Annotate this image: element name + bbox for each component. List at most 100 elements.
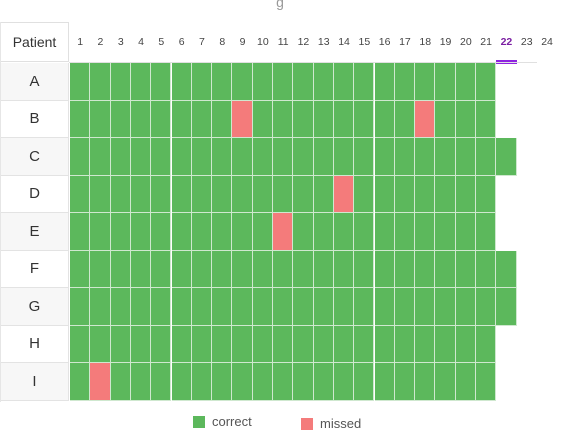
day-label-2[interactable]: 2 xyxy=(97,36,104,48)
cell-e-day-14-correct[interactable] xyxy=(333,213,355,251)
cell-b-day-9-missed[interactable] xyxy=(232,100,253,138)
cell-i-day-3-correct[interactable] xyxy=(110,363,131,401)
day-label-14[interactable]: 14 xyxy=(338,36,350,48)
cell-g-day-9-correct[interactable] xyxy=(232,288,253,326)
cell-g-day-18-correct[interactable] xyxy=(415,288,436,326)
cell-i-day-6-correct[interactable] xyxy=(171,363,192,401)
cell-d-day-5-correct[interactable] xyxy=(151,175,172,213)
cell-g-day-6-correct[interactable] xyxy=(171,288,192,326)
cell-d-day-13-correct[interactable] xyxy=(313,175,334,213)
cell-a-day-10-correct[interactable] xyxy=(252,63,273,101)
cell-a-day-17-correct[interactable] xyxy=(394,63,416,101)
cell-e-day-6-correct[interactable] xyxy=(171,213,192,251)
cell-h-day-16-correct[interactable] xyxy=(374,325,395,363)
cell-h-day-14-correct[interactable] xyxy=(333,325,355,363)
cell-h-day-7-correct[interactable] xyxy=(191,325,213,363)
cell-a-day-3-correct[interactable] xyxy=(110,63,131,101)
cell-f-day-12-correct[interactable] xyxy=(293,250,314,288)
cell-c-day-3-correct[interactable] xyxy=(110,138,131,176)
cell-d-day-17-correct[interactable] xyxy=(394,175,416,213)
cell-f-day-20-correct[interactable] xyxy=(455,250,476,288)
cell-h-day-3-correct[interactable] xyxy=(110,325,131,363)
cell-h-day-13-correct[interactable] xyxy=(313,325,334,363)
cell-d-day-2-correct[interactable] xyxy=(90,175,111,213)
day-label-6[interactable]: 6 xyxy=(178,36,185,48)
cell-f-day-21-correct[interactable] xyxy=(476,250,497,288)
cell-a-day-5-correct[interactable] xyxy=(151,63,172,101)
cell-c-day-14-correct[interactable] xyxy=(333,138,355,176)
cell-d-day-20-correct[interactable] xyxy=(455,175,476,213)
cell-f-day-22-correct[interactable] xyxy=(496,250,517,288)
cell-g-day-13-correct[interactable] xyxy=(313,288,334,326)
cell-g-day-16-correct[interactable] xyxy=(374,288,395,326)
cell-a-day-15-correct[interactable] xyxy=(354,63,375,101)
cell-e-day-18-correct[interactable] xyxy=(415,213,436,251)
cell-h-day-10-correct[interactable] xyxy=(252,325,273,363)
cell-f-day-10-correct[interactable] xyxy=(252,250,273,288)
cell-e-day-12-correct[interactable] xyxy=(293,213,314,251)
cell-g-day-19-correct[interactable] xyxy=(435,288,456,326)
cell-f-day-18-correct[interactable] xyxy=(415,250,436,288)
cell-i-day-2-missed[interactable] xyxy=(90,363,111,401)
cell-h-day-15-correct[interactable] xyxy=(354,325,375,363)
cell-d-day-16-correct[interactable] xyxy=(374,175,395,213)
cell-i-day-4-correct[interactable] xyxy=(130,363,152,401)
cell-g-day-22-correct[interactable] xyxy=(496,288,517,326)
cell-c-day-17-correct[interactable] xyxy=(394,138,416,176)
cell-i-day-8-correct[interactable] xyxy=(212,363,233,401)
cell-e-day-15-correct[interactable] xyxy=(354,213,375,251)
cell-a-day-12-correct[interactable] xyxy=(293,63,314,101)
day-label-10[interactable]: 10 xyxy=(256,36,269,48)
cell-h-day-1-correct[interactable] xyxy=(70,325,91,363)
cell-f-day-15-correct[interactable] xyxy=(354,250,375,288)
cell-b-day-3-correct[interactable] xyxy=(110,100,131,138)
cell-e-day-21-correct[interactable] xyxy=(476,213,497,251)
cell-i-day-15-correct[interactable] xyxy=(354,363,375,401)
cell-e-day-7-correct[interactable] xyxy=(191,213,213,251)
cell-e-day-3-correct[interactable] xyxy=(110,213,131,251)
cell-i-day-10-correct[interactable] xyxy=(252,363,273,401)
cell-c-day-4-correct[interactable] xyxy=(130,138,152,176)
cell-d-day-1-correct[interactable] xyxy=(70,175,91,213)
cell-h-day-5-correct[interactable] xyxy=(151,325,172,363)
cell-h-day-11-correct[interactable] xyxy=(273,325,294,363)
cell-h-day-20-correct[interactable] xyxy=(455,325,476,363)
cell-i-day-1-correct[interactable] xyxy=(70,363,91,401)
cell-b-day-12-correct[interactable] xyxy=(293,100,314,138)
cell-h-day-21-correct[interactable] xyxy=(476,325,497,363)
cell-c-day-13-correct[interactable] xyxy=(313,138,334,176)
cell-d-day-11-correct[interactable] xyxy=(273,175,294,213)
cell-c-day-7-correct[interactable] xyxy=(191,138,213,176)
cell-d-day-8-correct[interactable] xyxy=(212,175,233,213)
day-label-19[interactable]: 19 xyxy=(439,36,452,48)
cell-i-day-12-correct[interactable] xyxy=(293,363,314,401)
cell-b-day-18-missed[interactable] xyxy=(415,100,436,138)
cell-i-day-7-correct[interactable] xyxy=(191,363,213,401)
cell-e-day-16-correct[interactable] xyxy=(374,213,395,251)
cell-e-day-2-correct[interactable] xyxy=(90,213,111,251)
cell-b-day-10-correct[interactable] xyxy=(252,100,273,138)
cell-b-day-1-correct[interactable] xyxy=(70,100,91,138)
cell-i-day-14-correct[interactable] xyxy=(333,363,355,401)
cell-g-day-3-correct[interactable] xyxy=(110,288,131,326)
day-label-4[interactable]: 4 xyxy=(138,36,144,48)
cell-f-day-5-correct[interactable] xyxy=(151,250,172,288)
cell-c-day-15-correct[interactable] xyxy=(354,138,375,176)
cell-i-day-21-correct[interactable] xyxy=(476,363,497,401)
day-label-9[interactable]: 9 xyxy=(239,36,246,48)
cell-c-day-9-correct[interactable] xyxy=(232,138,253,176)
cell-b-day-17-correct[interactable] xyxy=(394,100,416,138)
cell-a-day-2-correct[interactable] xyxy=(90,63,111,101)
cell-a-day-4-correct[interactable] xyxy=(130,63,152,101)
cell-d-day-6-correct[interactable] xyxy=(171,175,192,213)
cell-f-day-13-correct[interactable] xyxy=(313,250,334,288)
cell-g-day-7-correct[interactable] xyxy=(191,288,213,326)
cell-c-day-19-correct[interactable] xyxy=(435,138,456,176)
day-label-1[interactable]: 1 xyxy=(77,36,84,48)
cell-b-day-13-correct[interactable] xyxy=(313,100,334,138)
cell-f-day-2-correct[interactable] xyxy=(90,250,111,288)
cell-a-day-18-correct[interactable] xyxy=(415,63,436,101)
cell-f-day-3-correct[interactable] xyxy=(110,250,131,288)
cell-f-day-6-correct[interactable] xyxy=(171,250,192,288)
cell-g-day-1-correct[interactable] xyxy=(70,288,91,326)
